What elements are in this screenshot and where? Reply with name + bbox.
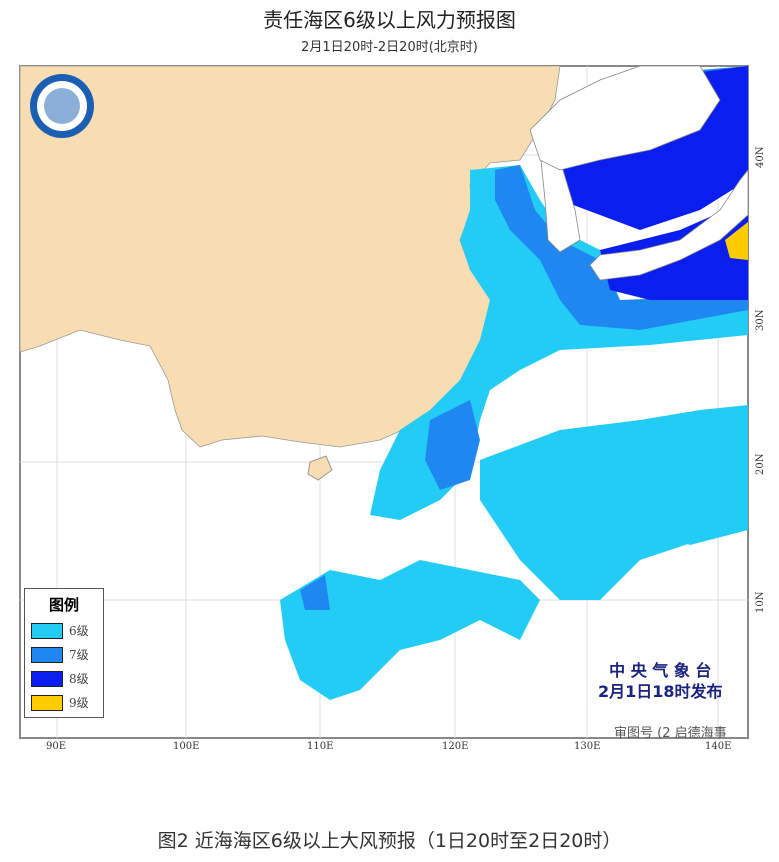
land-neighbors (529, 65, 749, 281)
y-label: 30N (755, 309, 766, 331)
y-label: 10N (755, 591, 766, 613)
x-label: 130E (574, 741, 601, 752)
x-label: 100E (173, 741, 200, 752)
legend-item-9: 9级 (31, 694, 103, 711)
map-subtitle: 2月1日20时-2日20时(北京时) (301, 40, 478, 55)
x-label: 140E (705, 741, 732, 752)
legend-label: 9级 (69, 696, 89, 710)
issuer-stamp: 中 央 气 象 台 2月1日18时发布 (598, 660, 723, 702)
logo (30, 74, 94, 138)
x-label: 110E (307, 741, 334, 752)
land-hainan (307, 455, 333, 481)
swatch-6 (31, 622, 63, 639)
swatch-8 (31, 670, 63, 687)
swatch-7 (31, 646, 63, 663)
y-label: 20N (755, 453, 766, 475)
figure-caption: 图2 近海海区6级以上大风预报（1日20时至2日20时） (157, 830, 622, 852)
legend-item-7: 7级 (31, 646, 103, 663)
legend: 图例 6级 7级 8级 9级 (24, 588, 104, 718)
legend-label: 6级 (69, 624, 89, 638)
issue-time: 2月1日18时发布 (598, 682, 723, 701)
wind-level-9 (725, 222, 748, 260)
legend-label: 7级 (69, 648, 89, 662)
issuer-name: 中 央 气 象 台 (609, 661, 712, 680)
x-label: 120E (442, 741, 469, 752)
watermark: 审图号 (2 启德海事 (614, 726, 727, 741)
legend-title: 图例 (48, 596, 79, 614)
legend-item-8: 8级 (31, 670, 103, 687)
swatch-9 (31, 694, 63, 711)
legend-item-6: 6级 (31, 622, 103, 639)
legend-label: 8级 (69, 672, 89, 686)
map-title: 责任海区6级以上风力预报图 (263, 8, 516, 32)
x-label: 90E (46, 741, 67, 752)
y-label: 40N (755, 146, 766, 168)
